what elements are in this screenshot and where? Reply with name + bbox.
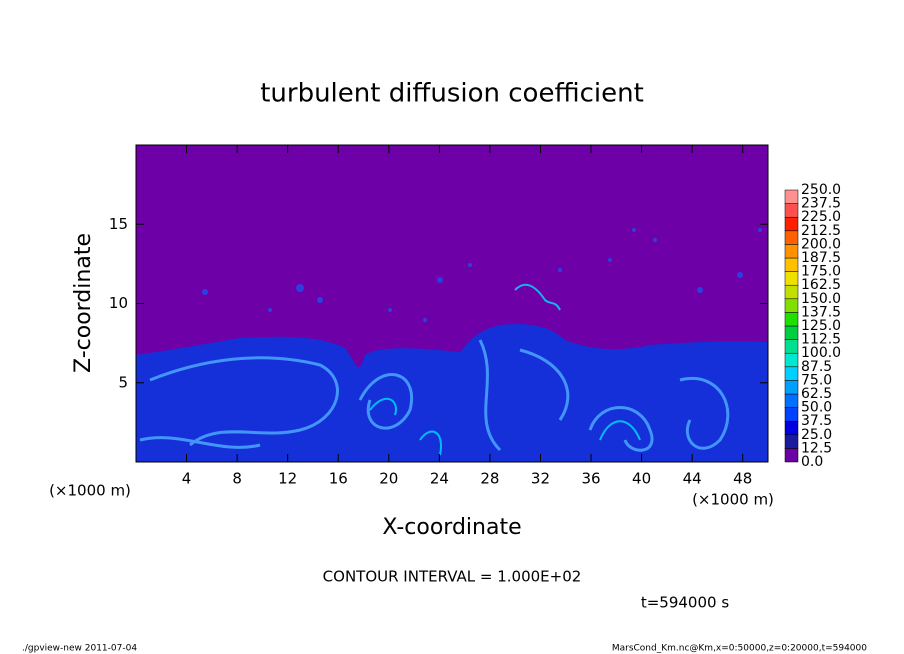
contour-interval: CONTOUR INTERVAL = 1.000E+02 bbox=[323, 568, 582, 586]
y-tick-label: 5 bbox=[118, 373, 128, 391]
colorbar-label: 12.5 bbox=[801, 440, 832, 456]
colorbar-label: 112.5 bbox=[801, 332, 841, 348]
x-tick-label: 32 bbox=[531, 470, 550, 488]
x-tick-label: 20 bbox=[379, 470, 398, 488]
colorbar-label: 25.0 bbox=[801, 427, 832, 443]
swirls bbox=[139, 339, 730, 452]
colorbar-box bbox=[784, 407, 799, 422]
colorbar-box bbox=[784, 325, 799, 340]
colorbar-label: 125.0 bbox=[801, 318, 841, 334]
x-tick-label: 24 bbox=[430, 470, 449, 488]
x-tick-label: 36 bbox=[581, 470, 600, 488]
colorbar-label: 137.5 bbox=[801, 304, 841, 320]
spots bbox=[202, 228, 762, 322]
colorbar-box bbox=[784, 230, 799, 245]
colorbar-label: 50.0 bbox=[801, 400, 832, 416]
swirls-bright bbox=[369, 283, 641, 456]
colorbar-label: 75.0 bbox=[801, 372, 832, 388]
colorbar-label: 87.5 bbox=[801, 359, 832, 375]
footer-right: MarsCond_Km.nc@Km,x=0:50000,z=0:20000,t=… bbox=[612, 644, 867, 654]
x-tick-label: 48 bbox=[733, 470, 752, 488]
colorbar-label: 62.5 bbox=[801, 386, 832, 402]
x-tick-label: 8 bbox=[232, 470, 242, 488]
y-tick-label: 15 bbox=[109, 215, 128, 233]
time-label: t=594000 s bbox=[641, 594, 729, 612]
colorbar-box bbox=[784, 284, 799, 300]
footer-left: ./gpview-new 2011-07-04 bbox=[22, 644, 137, 654]
colorbar-label: 175.0 bbox=[801, 264, 841, 280]
colorbar-label: 0.0 bbox=[801, 454, 823, 470]
colorbar-box bbox=[784, 257, 799, 272]
colorbar-label: 250.0 bbox=[801, 182, 841, 198]
x-axis-label: X-coordinate bbox=[382, 515, 521, 540]
colorbar-box bbox=[784, 448, 799, 463]
colorbar-box bbox=[784, 366, 799, 381]
colorbar-label: 100.0 bbox=[801, 345, 841, 361]
colorbar-label: 225.0 bbox=[801, 209, 841, 225]
colorbar-box bbox=[784, 339, 799, 354]
colorbar-label: 37.5 bbox=[801, 413, 832, 429]
colorbar-label: 187.5 bbox=[801, 250, 841, 266]
x-tick-label: 28 bbox=[480, 470, 499, 488]
colorbar-label: 200.0 bbox=[801, 236, 841, 252]
colorbar-box bbox=[784, 380, 799, 395]
x-tick-label: 12 bbox=[278, 470, 297, 488]
colorbar-box bbox=[784, 203, 799, 218]
colorbar-box bbox=[784, 312, 799, 327]
y-tick-label: 10 bbox=[109, 294, 128, 312]
colorbar-box bbox=[784, 420, 799, 436]
x-tick-label: 44 bbox=[683, 470, 702, 488]
x-tick-label: 16 bbox=[329, 470, 348, 488]
colorbar-box bbox=[784, 244, 799, 259]
colorbar-box bbox=[784, 352, 799, 368]
x-tick-label: 4 bbox=[182, 470, 192, 488]
y-unit: (×1000 m) bbox=[49, 482, 131, 500]
field bbox=[135, 144, 769, 463]
x-unit: (×1000 m) bbox=[692, 491, 774, 509]
colorbar-label: 212.5 bbox=[801, 223, 841, 239]
colorbar-label: 150.0 bbox=[801, 291, 841, 307]
colorbar-box bbox=[784, 189, 799, 204]
colorbar-label: 162.5 bbox=[801, 277, 841, 293]
y-axis-label: Z-coordinate bbox=[71, 233, 96, 373]
x-tick-label: 40 bbox=[632, 470, 651, 488]
colorbar-box bbox=[784, 298, 799, 313]
colorbar-box bbox=[784, 434, 799, 449]
chart-title: turbulent diffusion coefficient bbox=[260, 79, 644, 109]
colorbar-box bbox=[784, 271, 799, 286]
colorbar-label: 237.5 bbox=[801, 196, 841, 212]
colorbar-box bbox=[784, 216, 799, 232]
colorbar-box bbox=[784, 393, 799, 408]
